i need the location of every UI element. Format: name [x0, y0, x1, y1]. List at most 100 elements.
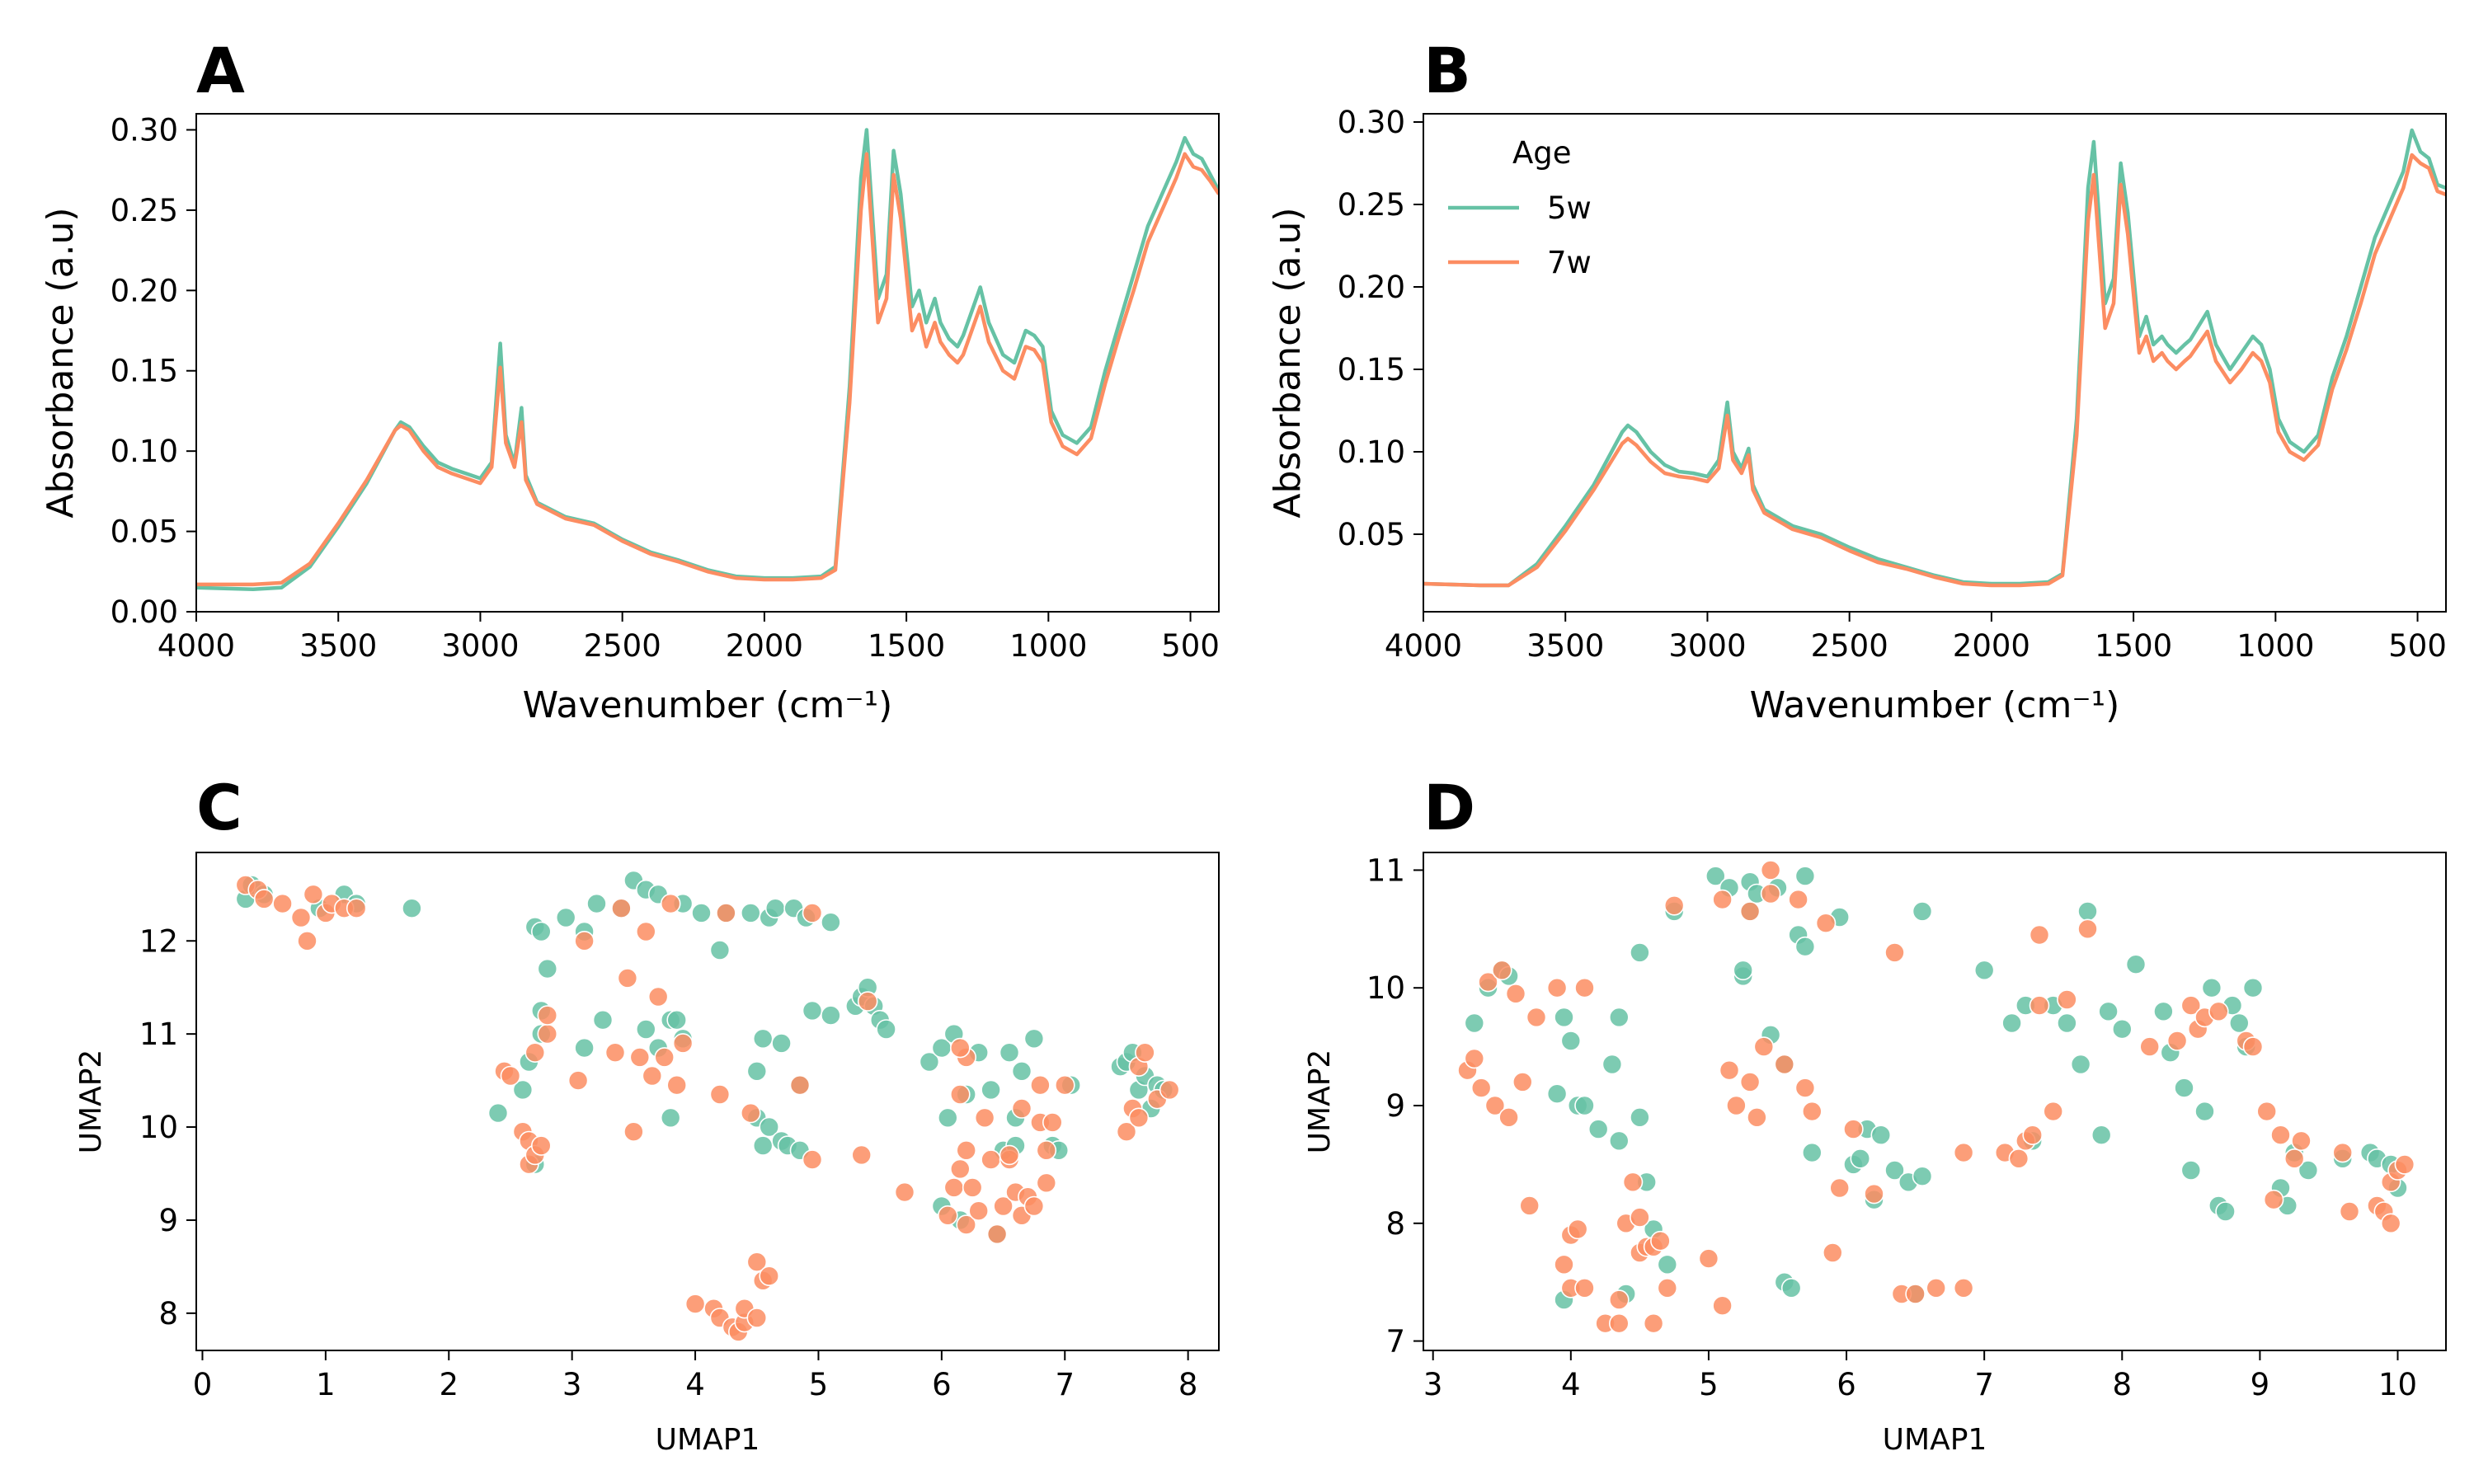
scatter-point-5w — [555, 907, 576, 928]
scatter-point-7w — [1760, 860, 1781, 881]
scatter-point-5w — [2001, 1012, 2022, 1034]
scatter-point-5w — [2070, 1054, 2091, 1075]
scatter-point-7w — [2380, 1213, 2401, 1234]
scatter-point-5w — [1464, 1012, 1485, 1034]
scatter-point-5w — [752, 1028, 774, 1050]
x-axis-label: UMAP1 — [656, 1423, 760, 1457]
scatter-point-7w — [1609, 1313, 1630, 1334]
scatter-point-7w — [993, 1195, 1014, 1217]
scatter-point-7w — [1116, 1121, 1137, 1142]
scatter-point-7w — [1753, 1036, 1775, 1057]
y-tick-label: 0.10 — [111, 434, 178, 469]
scatter-point-5w — [1705, 866, 1726, 886]
x-axis-label: Wavenumber (cm⁻¹) — [523, 684, 893, 726]
scatter-point-7w — [1774, 1054, 1795, 1075]
scatter-point-7w — [1747, 1107, 1767, 1128]
scatter-point-7w — [943, 1177, 965, 1198]
scatter-point-7w — [2022, 1125, 2043, 1145]
x-tick-label: 3500 — [1526, 628, 1604, 664]
scatter-point-7w — [684, 1294, 706, 1314]
scatter-point-5w — [691, 903, 712, 923]
scatter-point-7w — [1484, 1095, 1506, 1116]
y-tick-label: 0.15 — [111, 354, 178, 389]
scatter-point-7w — [1719, 1059, 1740, 1081]
scatter-point-7w — [1055, 1074, 1075, 1096]
scatter-point-5w — [999, 1042, 1020, 1063]
series-line-5w — [196, 128, 1219, 591]
scatter-point-5w — [1794, 866, 1816, 886]
scatter-point-7w — [974, 1107, 995, 1129]
scatter-point-5w — [2112, 1018, 2133, 1040]
scatter-point-5w — [1546, 1083, 1568, 1104]
scatter-point-5w — [821, 912, 841, 932]
scatter-point-7w — [1739, 901, 1761, 922]
scatter-point-7w — [1905, 1284, 1926, 1304]
scatter-point-7w — [1788, 889, 1808, 910]
scatter-point-7w — [623, 1121, 644, 1142]
scatter-point-7w — [642, 1065, 663, 1087]
scatter-point-7w — [1663, 895, 1685, 916]
y-tick-label: 10 — [1366, 970, 1405, 1006]
scatter-point-7w — [2394, 1154, 2415, 1175]
scatter-point-7w — [1712, 1295, 1733, 1316]
y-tick-label: 0.05 — [1338, 517, 1405, 552]
scatter-point-7w — [635, 921, 656, 942]
x-tick-label: 3000 — [1668, 628, 1746, 664]
scatter-point-7w — [968, 1200, 989, 1221]
scatter-point-7w — [1554, 1254, 1574, 1275]
panel-d: D 3 4 5 6 7 8 9 10 7 8 9 10 11 UMAP1 UMAP2 — [1303, 771, 2447, 1457]
x-tick-label: 1000 — [2236, 628, 2314, 664]
scatter-point-7w — [2043, 1101, 2063, 1122]
scatter-point-5w — [1884, 1160, 1905, 1181]
scatter-point-5w — [1780, 1278, 1802, 1298]
scatter-point-5w — [1011, 1061, 1032, 1082]
legend-title: Age — [1512, 135, 1572, 171]
y-tick-label: 8 — [1385, 1206, 1405, 1242]
x-tick-label: 4 — [685, 1367, 705, 1402]
axes-frame — [1423, 852, 2447, 1351]
scatter-point-7w — [1498, 1107, 1519, 1128]
scatter-point-5w — [740, 903, 761, 923]
x-tick-label: 10 — [2378, 1367, 2417, 1402]
y-tick-label: 0.15 — [1338, 352, 1405, 387]
x-tick-label: 5 — [1699, 1367, 1719, 1402]
y-tick-label: 11 — [139, 1017, 178, 1052]
x-tick-label: 1500 — [2095, 628, 2172, 664]
x-tick-label: 3500 — [299, 628, 377, 664]
y-tick-label: 0.20 — [111, 273, 178, 308]
scatter-point-7w — [1042, 1112, 1063, 1133]
scatter-point-7w — [962, 1177, 983, 1198]
scatter-point-7w — [272, 893, 293, 914]
scatter-point-5w — [938, 1107, 958, 1129]
scatter-point-5w — [2215, 1201, 2236, 1222]
x-tick-label: 6 — [932, 1367, 952, 1402]
x-tick-label: 1 — [316, 1367, 336, 1402]
scatter-point-7w — [303, 884, 324, 905]
scatter-point-5w — [746, 1061, 768, 1082]
plot-area — [1423, 128, 2446, 588]
scatter-point-7w — [1567, 1219, 1588, 1240]
x-axis-label: UMAP1 — [1883, 1423, 1987, 1457]
scatter-point-5w — [666, 1009, 688, 1031]
y-axis-label: Absorbance (a.u) — [1267, 207, 1309, 518]
scatter-point-7w — [2332, 1142, 2353, 1163]
scatter-point-7w — [950, 1037, 971, 1059]
scatter-point-5w — [530, 921, 552, 942]
scatter-point-7w — [2057, 989, 2077, 1010]
scatter-point-7w — [346, 898, 367, 918]
scatter-point-7w — [1630, 1207, 1650, 1228]
scatter-point-5w — [1630, 942, 1650, 963]
scatter-point-7w — [2256, 1101, 2277, 1122]
scatter-point-7w — [1159, 1079, 1180, 1101]
y-tick-label: 0.10 — [1338, 434, 1405, 470]
scatter-point-5w — [660, 1107, 681, 1129]
scatter-point-5w — [1587, 1119, 1609, 1139]
scatter-point-5w — [487, 1102, 509, 1124]
scatter-point-5w — [919, 1051, 940, 1073]
scatter-point-7w — [567, 1070, 589, 1091]
scatter-point-7w — [1609, 1289, 1630, 1310]
legend-entry-5w: 5w — [1547, 190, 1592, 226]
scatter-point-5w — [709, 940, 731, 960]
scatter-point-7w — [2242, 1036, 2264, 1057]
scatter-point-5w — [1609, 1007, 1630, 1028]
